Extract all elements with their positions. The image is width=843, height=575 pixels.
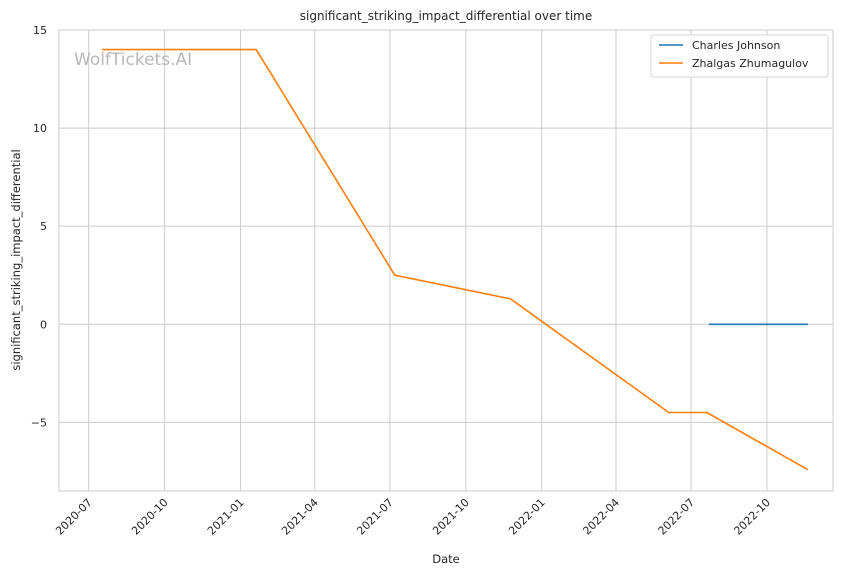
data-point-zhalgas-zhumagulov [255,48,258,51]
data-point-zhalgas-zhumagulov [101,48,104,51]
y-axis-label: significant_striking_impact_differential [9,149,23,370]
x-tick-label: 2021-04 [279,496,321,538]
series-line-zhalgas-zhumagulov [102,48,808,471]
data-point-charles-johnson [708,323,711,326]
data-point-charles-johnson [806,323,809,326]
series-lines [101,48,809,471]
legend: Charles Johnson Zhalgas Zhumagulov [650,34,829,78]
data-point-zhalgas-zhumagulov [394,274,396,277]
x-tick-label: 2022-04 [580,496,622,538]
grid [59,29,833,491]
data-point-zhalgas-zhumagulov [806,468,809,471]
x-tick-label: 2022-10 [731,496,773,538]
x-tick-label: 2021-10 [430,496,472,538]
x-tick-label: 2022-07 [655,496,697,538]
x-tick-label: 2021-01 [205,496,247,538]
y-tick-label: −5 [31,416,47,429]
x-axis-ticks: 2020-07 2020-10 2021-01 2021-04 2021-07 2021-… [53,496,773,538]
data-point-zhalgas-zhumagulov [705,411,708,414]
x-axis-label: Date [432,552,460,566]
legend-label-charles-johnson: Charles Johnson [692,39,780,52]
y-tick-label: 0 [40,318,47,331]
plot-frame [58,29,834,492]
x-tick-label: 2022-01 [506,496,548,538]
data-point-zhalgas-zhumagulov [509,297,512,300]
x-tick-label: 2021-07 [354,496,396,538]
x-tick-label: 2020-07 [53,496,95,538]
chart-title: significant_striking_impact_differential… [300,9,592,23]
x-tick-label: 2020-10 [129,496,171,538]
data-point-zhalgas-zhumagulov [667,411,670,414]
legend-label-zhalgas-zhumagulov: Zhalgas Zhumagulov [692,57,809,70]
y-axis-ticks: 15 10 5 0 −5 [31,24,47,429]
watermark: WolfTickets.AI [74,50,192,70]
y-tick-label: 15 [33,24,47,37]
y-tick-label: 5 [40,220,47,233]
y-tick-label: 10 [33,122,47,135]
legend-box [650,34,829,78]
